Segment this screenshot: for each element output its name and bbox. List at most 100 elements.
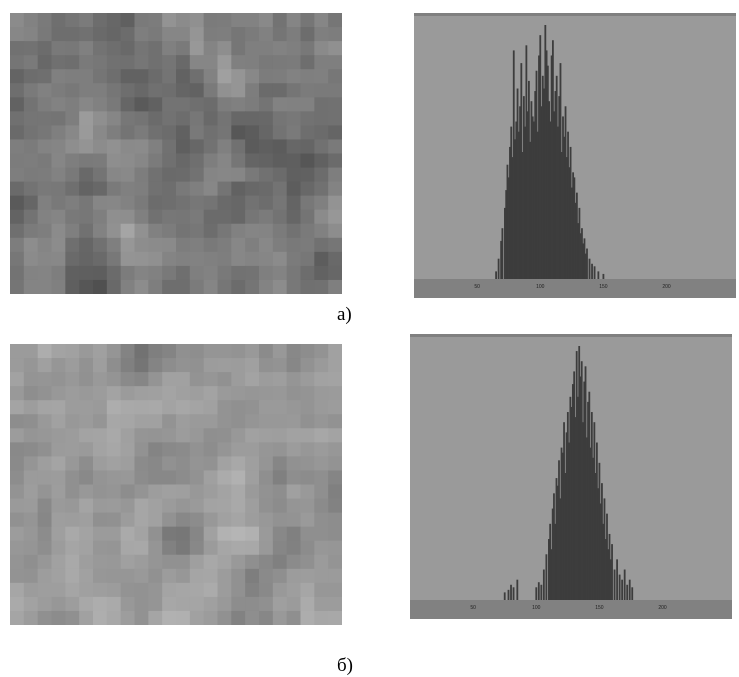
texture-pixel	[106, 125, 122, 141]
texture-pixel	[10, 125, 25, 141]
texture-pixel	[148, 167, 163, 183]
texture-pixel	[65, 596, 80, 612]
texture-pixel	[314, 470, 329, 486]
texture-pixel	[148, 125, 163, 141]
texture-pixel	[10, 596, 25, 612]
texture-pixel	[148, 27, 163, 42]
histogram-bar	[618, 574, 621, 600]
texture-pixel	[23, 209, 39, 225]
texture-pixel	[148, 470, 163, 486]
texture-pixel	[245, 484, 260, 500]
texture-pixel	[134, 372, 149, 387]
texture-pixel	[162, 83, 177, 98]
texture-pixel	[272, 414, 288, 429]
texture-pixel	[245, 442, 260, 457]
texture-pixel	[189, 526, 205, 542]
texture-pixel	[314, 498, 329, 514]
texture-pixel	[106, 428, 122, 443]
texture-pixel	[148, 498, 163, 514]
texture-pixel	[51, 470, 66, 486]
texture-pixel	[259, 400, 274, 415]
texture-pixel	[51, 526, 66, 542]
texture-pixel	[51, 139, 66, 155]
texture-pixel	[259, 41, 274, 56]
texture-pixel	[176, 41, 191, 56]
histogram-tick-label: 150	[599, 284, 608, 290]
texture-pixel	[217, 251, 232, 267]
texture-pixel	[106, 265, 122, 281]
texture-pixel	[23, 251, 39, 267]
texture-pixel	[189, 568, 205, 584]
texture-pixel	[217, 540, 232, 556]
histogram-bar	[626, 584, 629, 600]
texture-pixel	[259, 456, 274, 472]
texture-pixel	[217, 97, 232, 112]
texture-pixel	[203, 386, 219, 401]
texture-pixel	[189, 512, 205, 528]
texture-pixel	[300, 554, 315, 570]
texture-pixel	[272, 554, 288, 570]
texture-pixel	[162, 386, 177, 401]
texture-pixel	[106, 526, 122, 542]
texture-pixel	[217, 526, 232, 542]
texture-pixel	[300, 125, 315, 141]
texture-pixel	[314, 442, 329, 457]
texture-pixel	[300, 237, 315, 253]
texture-pixel	[176, 554, 191, 570]
texture-pixel	[37, 111, 53, 126]
texture-pixel	[65, 55, 80, 70]
texture-pixel	[203, 526, 219, 542]
texture-pixel	[176, 83, 191, 98]
texture-pixel	[328, 41, 342, 56]
texture-pixel	[176, 456, 191, 472]
histogram-top-border	[414, 13, 736, 16]
texture-pixel	[231, 456, 246, 472]
texture-pixel	[176, 279, 191, 294]
texture-pixel	[328, 265, 342, 281]
texture-pixel	[37, 498, 53, 514]
texture-pixel	[300, 358, 315, 373]
histogram-bar	[539, 35, 542, 279]
texture-pixel	[93, 414, 108, 429]
histogram-bar	[500, 240, 503, 279]
texture-pixel	[134, 153, 149, 169]
texture-pixel	[79, 512, 94, 528]
texture-pixel	[79, 209, 94, 225]
texture-pixel	[79, 139, 94, 155]
histogram-bar	[607, 549, 610, 600]
histogram-bar	[585, 437, 588, 600]
histogram-b-svg: 50 100 150 200	[410, 334, 732, 619]
texture-pixel	[120, 456, 136, 472]
texture-pixel	[37, 167, 53, 183]
histogram-bar	[519, 106, 521, 279]
texture-pixel	[37, 540, 53, 556]
texture-pixel	[189, 209, 205, 225]
texture-pixel	[300, 442, 315, 457]
texture-pixel	[231, 568, 246, 584]
texture-pixel	[106, 237, 122, 253]
texture-pixel	[245, 526, 260, 542]
texture-pixel	[176, 372, 191, 387]
texture-pixel	[162, 265, 177, 281]
texture-pixel	[23, 358, 39, 373]
texture-pixel	[286, 442, 302, 457]
texture-pixel	[10, 582, 25, 598]
texture-pixel	[51, 153, 66, 169]
texture-pixel	[328, 456, 342, 472]
texture-pixel	[120, 498, 136, 514]
histogram-tick-label: 100	[532, 605, 541, 611]
texture-pixel	[79, 610, 94, 625]
texture-pixel	[272, 13, 288, 28]
texture-pixel	[189, 55, 205, 70]
texture-pixel	[272, 139, 288, 155]
texture-pixel	[328, 344, 342, 359]
texture-pixel	[120, 428, 136, 443]
texture-pixel	[231, 386, 246, 401]
texture-pixel	[176, 540, 191, 556]
texture-pixel	[231, 400, 246, 415]
texture-pixel	[245, 251, 260, 267]
texture-pixel	[176, 498, 191, 514]
texture-pixel	[189, 167, 205, 183]
texture-pixel	[286, 582, 302, 598]
histogram-bar	[557, 126, 559, 279]
